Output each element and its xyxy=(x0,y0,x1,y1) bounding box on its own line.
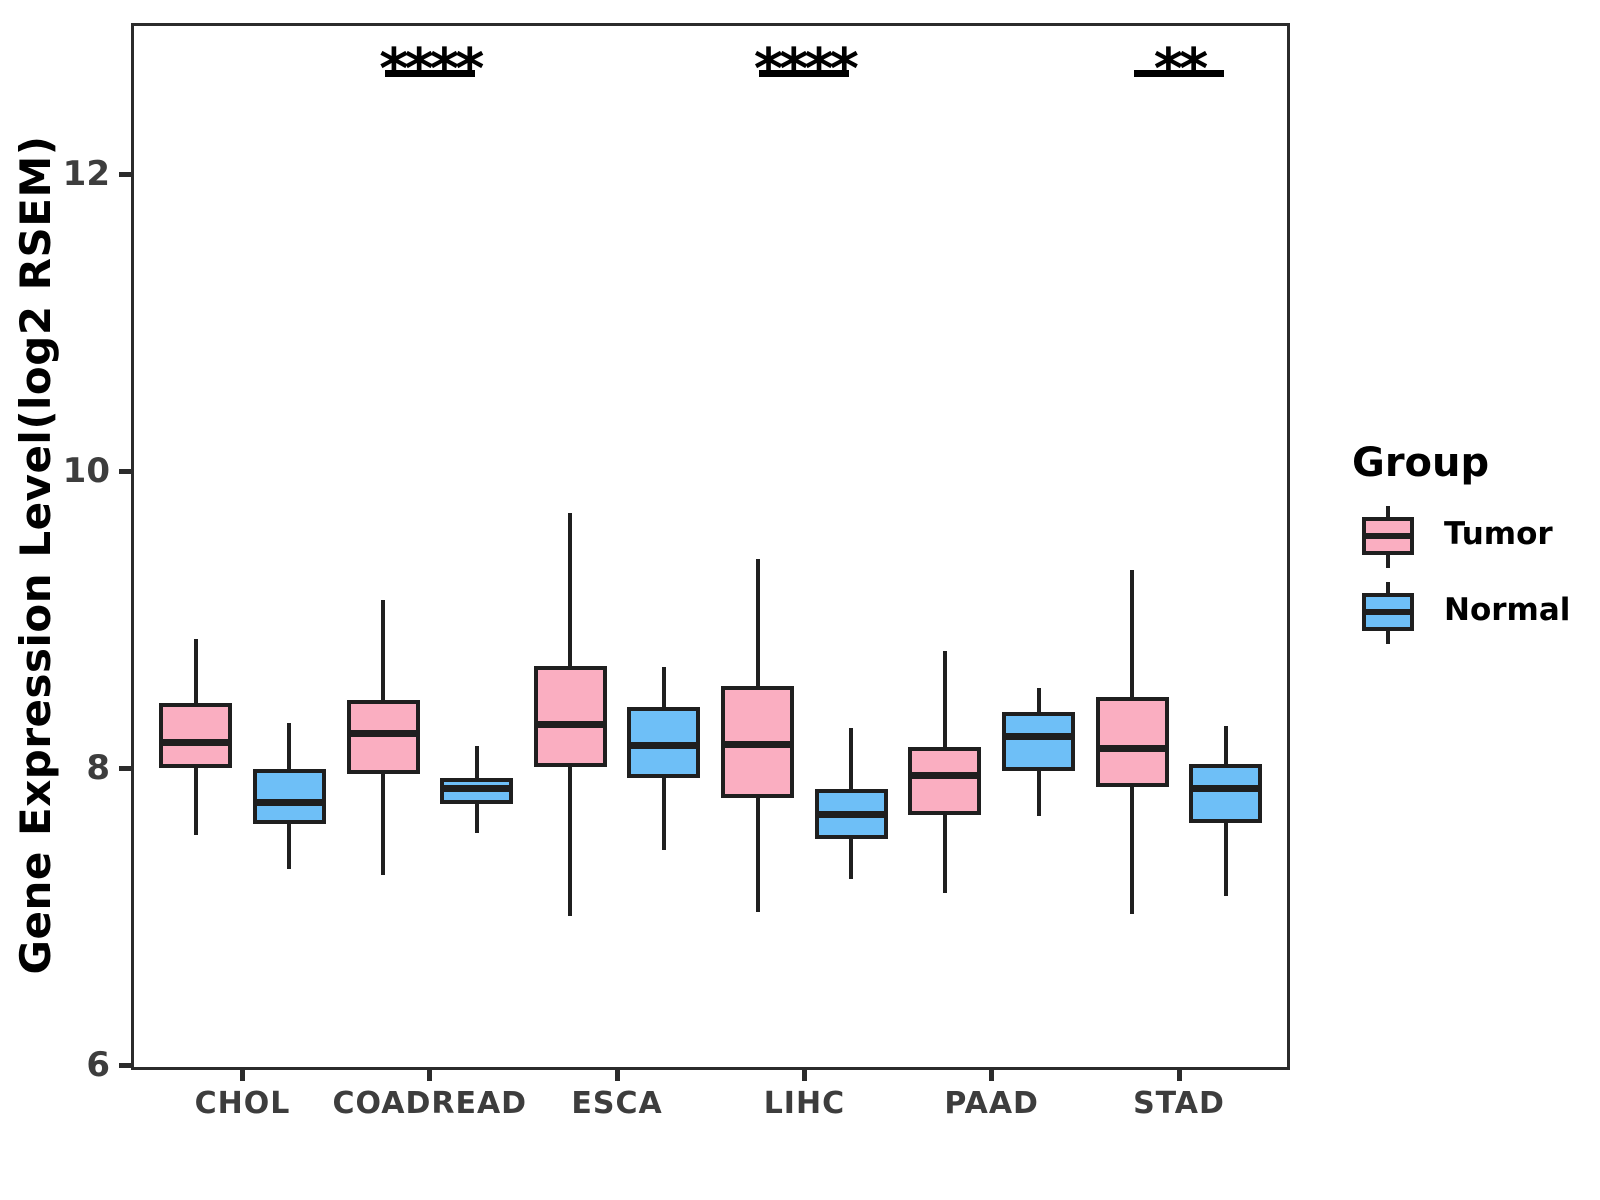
significance-bar-lihc xyxy=(759,70,850,77)
y-axis-tick-label: 12 xyxy=(62,154,110,194)
iqr-box xyxy=(1189,763,1263,823)
iqr-box xyxy=(1002,711,1075,771)
y-axis-tick-label: 6 xyxy=(86,1045,110,1085)
x-axis-label-paad: PAAD xyxy=(944,1086,1039,1121)
x-axis-tick xyxy=(614,1070,620,1081)
tumor-boxplot-icon xyxy=(1360,506,1416,568)
x-axis-tick xyxy=(989,1070,995,1081)
median-line xyxy=(911,771,979,779)
legend-label-normal: Normal xyxy=(1444,592,1571,628)
legend: Group Tumor Normal xyxy=(1352,440,1592,654)
legend-item-tumor: Tumor xyxy=(1352,502,1592,572)
iqr-box xyxy=(533,665,607,767)
x-axis-tick xyxy=(240,1070,245,1081)
boxplot-tumor-stad xyxy=(1095,570,1169,914)
median-line xyxy=(1005,733,1072,741)
significance-bar-coadread xyxy=(384,70,475,77)
y-axis-tick-label: 8 xyxy=(86,748,110,788)
significance-bar-stad xyxy=(1134,70,1224,77)
boxplot-tumor-coadread xyxy=(346,600,420,875)
x-axis-label-chol: CHOL xyxy=(194,1086,291,1121)
median-line xyxy=(630,742,698,750)
median-line xyxy=(255,798,323,806)
iqr-box xyxy=(252,769,326,825)
x-axis-tick xyxy=(1176,1070,1182,1081)
significance-stars-stad: ** xyxy=(1099,40,1259,100)
median-line xyxy=(162,739,230,747)
median-line xyxy=(817,810,885,818)
y-axis-tick xyxy=(119,765,131,771)
x-axis-tick xyxy=(427,1070,433,1081)
boxplot-tumor-chol xyxy=(159,638,233,835)
median-line xyxy=(349,730,417,738)
boxplot-normal-paad xyxy=(1002,687,1075,816)
boxplot-normal-coadread xyxy=(440,745,514,834)
boxplot-normal-lihc xyxy=(814,727,888,880)
x-axis-label-stad: STAD xyxy=(1133,1086,1225,1121)
boxplot-normal-stad xyxy=(1189,726,1263,896)
y-axis-title: Gene Expression Level(log2 RSEM) xyxy=(11,135,60,975)
median-line xyxy=(536,721,604,729)
normal-boxplot-icon xyxy=(1360,582,1416,644)
y-axis-tick-label: 10 xyxy=(62,451,110,491)
x-axis-label-coadread: COADREAD xyxy=(332,1086,528,1121)
boxplot-tumor-esca xyxy=(533,512,607,917)
x-axis-label-lihc: LIHC xyxy=(763,1086,846,1121)
boxplot-tumor-paad xyxy=(908,650,982,893)
median-line xyxy=(1192,785,1260,793)
iqr-box xyxy=(908,747,982,816)
y-axis-tick xyxy=(119,1062,131,1068)
legend-item-normal: Normal xyxy=(1352,578,1592,648)
iqr-box xyxy=(159,702,233,768)
x-axis-tick xyxy=(801,1070,807,1081)
plot-panel xyxy=(131,23,1290,1070)
y-axis-tick xyxy=(119,171,131,177)
boxplot-normal-esca xyxy=(627,667,701,850)
iqr-box xyxy=(1095,696,1169,788)
median-line xyxy=(443,785,511,793)
significance-stars-lihc: **** xyxy=(753,37,859,102)
boxplot-tumor-lihc xyxy=(721,558,795,913)
x-axis-label-esca: ESCA xyxy=(571,1086,663,1121)
legend-title: Group xyxy=(1352,440,1490,486)
y-axis-tick xyxy=(119,468,131,474)
boxplot-normal-chol xyxy=(252,723,326,869)
significance-stars-coadread: **** xyxy=(379,37,484,102)
legend-label-tumor: Tumor xyxy=(1444,516,1553,552)
median-line xyxy=(724,740,792,748)
median-line xyxy=(1098,745,1166,753)
